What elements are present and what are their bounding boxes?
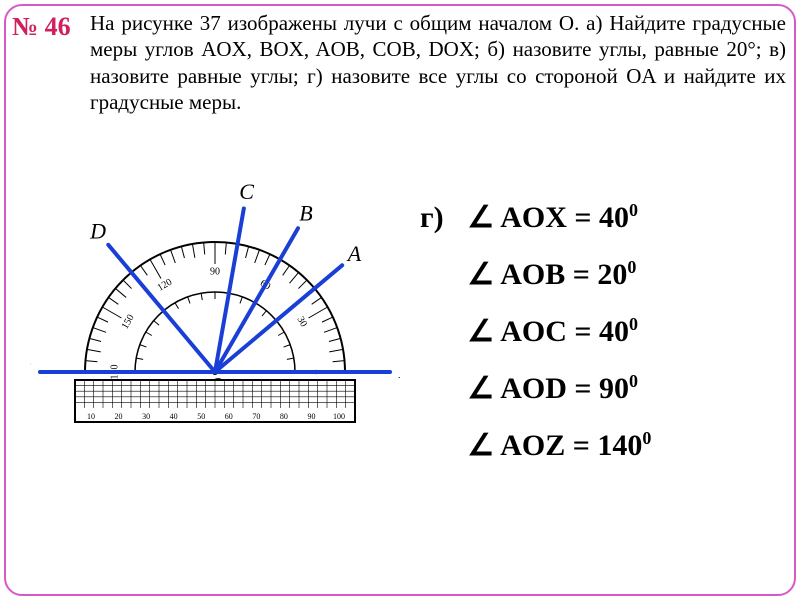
degree-sup: 0	[629, 371, 638, 391]
degree-sup: 0	[629, 200, 638, 220]
answer-row: ∠ AOD = 900	[420, 371, 651, 406]
degree-sup: 0	[642, 428, 651, 448]
svg-text:30: 30	[295, 315, 310, 329]
svg-text:50: 50	[197, 412, 205, 421]
svg-text:90: 90	[210, 266, 220, 277]
svg-text:Z: Z	[30, 358, 31, 383]
angle-name: AOC	[500, 315, 567, 348]
svg-text:C: C	[239, 182, 254, 204]
angle-value: 40	[599, 201, 629, 234]
svg-text:B: B	[299, 200, 312, 225]
svg-text:40: 40	[170, 412, 178, 421]
svg-text:20: 20	[115, 412, 123, 421]
angle-value: 140	[597, 429, 642, 462]
svg-text:D: D	[89, 219, 106, 244]
svg-text:60: 60	[225, 412, 233, 421]
section-label: г)	[420, 201, 460, 235]
svg-text:X: X	[398, 358, 400, 383]
svg-text:30: 30	[142, 412, 150, 421]
svg-text:90: 90	[307, 412, 315, 421]
angle-value: 40	[599, 315, 629, 348]
answer-row: ∠ AOB = 200	[420, 257, 651, 292]
svg-text:120: 120	[156, 277, 174, 294]
angle-value: 20	[597, 258, 627, 291]
svg-text:80: 80	[280, 412, 288, 421]
svg-text:150: 150	[120, 313, 137, 331]
svg-text:70: 70	[252, 412, 260, 421]
problem-text: На рисунке 37 изображены лучи с общим на…	[90, 10, 786, 115]
angle-name: AOD	[500, 372, 567, 405]
answer-row: ∠ AOZ = 1400	[420, 428, 651, 463]
answer-row: г) ∠ AOX = 400	[420, 200, 651, 235]
degree-sup: 0	[629, 314, 638, 334]
degree-sup: 0	[627, 257, 636, 277]
answer-row: ∠ AOC = 400	[420, 314, 651, 349]
angle-name: AOZ	[500, 429, 565, 462]
svg-text:A: A	[346, 241, 362, 266]
svg-text:10: 10	[87, 412, 95, 421]
angle-value: 90	[599, 372, 629, 405]
problem-number: № 46	[12, 12, 71, 42]
protractor-figure: 0306090120150180OXABCDZ10203040506070809…	[30, 182, 400, 467]
angle-name: AOX	[500, 201, 567, 234]
angle-name: AOB	[500, 258, 565, 291]
answers-block: г) ∠ AOX = 400 ∠ AOB = 200 ∠ AOC = 400 ∠…	[420, 200, 651, 485]
svg-text:100: 100	[333, 412, 345, 421]
